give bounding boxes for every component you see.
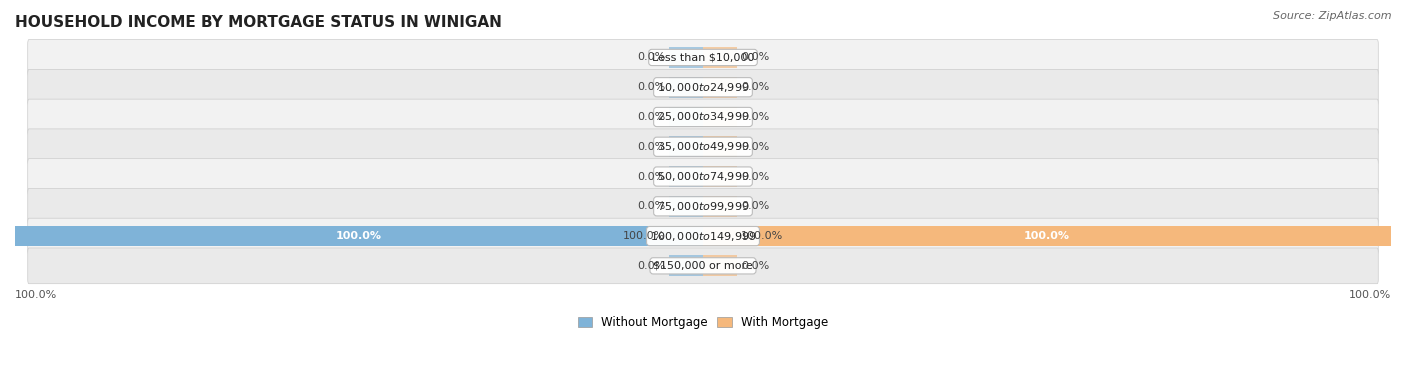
- Bar: [669, 136, 703, 157]
- Text: 0.0%: 0.0%: [741, 142, 769, 152]
- FancyBboxPatch shape: [28, 69, 1378, 105]
- Text: 0.0%: 0.0%: [741, 82, 769, 92]
- Bar: [15, 226, 703, 247]
- FancyBboxPatch shape: [28, 218, 1378, 254]
- Text: 0.0%: 0.0%: [741, 52, 769, 63]
- Text: 0.0%: 0.0%: [741, 112, 769, 122]
- Text: 0.0%: 0.0%: [637, 52, 665, 63]
- FancyBboxPatch shape: [28, 188, 1378, 224]
- Bar: [703, 226, 1391, 247]
- Text: 0.0%: 0.0%: [741, 172, 769, 182]
- Bar: [703, 107, 737, 127]
- Text: Less than $10,000: Less than $10,000: [652, 52, 754, 63]
- Text: 0.0%: 0.0%: [637, 82, 665, 92]
- Bar: [703, 256, 737, 276]
- Bar: [669, 196, 703, 217]
- Bar: [669, 47, 703, 68]
- FancyBboxPatch shape: [28, 99, 1378, 135]
- Text: 0.0%: 0.0%: [637, 172, 665, 182]
- Bar: [669, 256, 703, 276]
- Text: 100.0%: 100.0%: [623, 231, 665, 241]
- Text: $75,000 to $99,999: $75,000 to $99,999: [657, 200, 749, 213]
- Text: Source: ZipAtlas.com: Source: ZipAtlas.com: [1274, 11, 1392, 21]
- FancyBboxPatch shape: [28, 40, 1378, 75]
- Text: 0.0%: 0.0%: [637, 142, 665, 152]
- Text: $50,000 to $74,999: $50,000 to $74,999: [657, 170, 749, 183]
- Text: 100.0%: 100.0%: [336, 231, 382, 241]
- Text: $25,000 to $34,999: $25,000 to $34,999: [657, 110, 749, 124]
- Text: 0.0%: 0.0%: [741, 201, 769, 211]
- Text: 100.0%: 100.0%: [741, 231, 783, 241]
- Text: 0.0%: 0.0%: [741, 261, 769, 271]
- Bar: [703, 196, 737, 217]
- Bar: [703, 166, 737, 187]
- Text: 0.0%: 0.0%: [637, 261, 665, 271]
- Text: 0.0%: 0.0%: [637, 112, 665, 122]
- Text: 100.0%: 100.0%: [1024, 231, 1070, 241]
- Text: $35,000 to $49,999: $35,000 to $49,999: [657, 140, 749, 153]
- Text: 100.0%: 100.0%: [1348, 290, 1391, 300]
- FancyBboxPatch shape: [28, 248, 1378, 284]
- Bar: [669, 77, 703, 98]
- Text: HOUSEHOLD INCOME BY MORTGAGE STATUS IN WINIGAN: HOUSEHOLD INCOME BY MORTGAGE STATUS IN W…: [15, 15, 502, 30]
- FancyBboxPatch shape: [28, 159, 1378, 195]
- Bar: [669, 166, 703, 187]
- Bar: [703, 47, 737, 68]
- Text: $10,000 to $24,999: $10,000 to $24,999: [657, 81, 749, 94]
- Text: $100,000 to $149,999: $100,000 to $149,999: [650, 230, 756, 242]
- Bar: [703, 77, 737, 98]
- Text: $150,000 or more: $150,000 or more: [654, 261, 752, 271]
- Bar: [669, 107, 703, 127]
- Legend: Without Mortgage, With Mortgage: Without Mortgage, With Mortgage: [574, 311, 832, 334]
- Text: 0.0%: 0.0%: [637, 201, 665, 211]
- Bar: [703, 136, 737, 157]
- FancyBboxPatch shape: [28, 129, 1378, 165]
- Text: 100.0%: 100.0%: [15, 290, 58, 300]
